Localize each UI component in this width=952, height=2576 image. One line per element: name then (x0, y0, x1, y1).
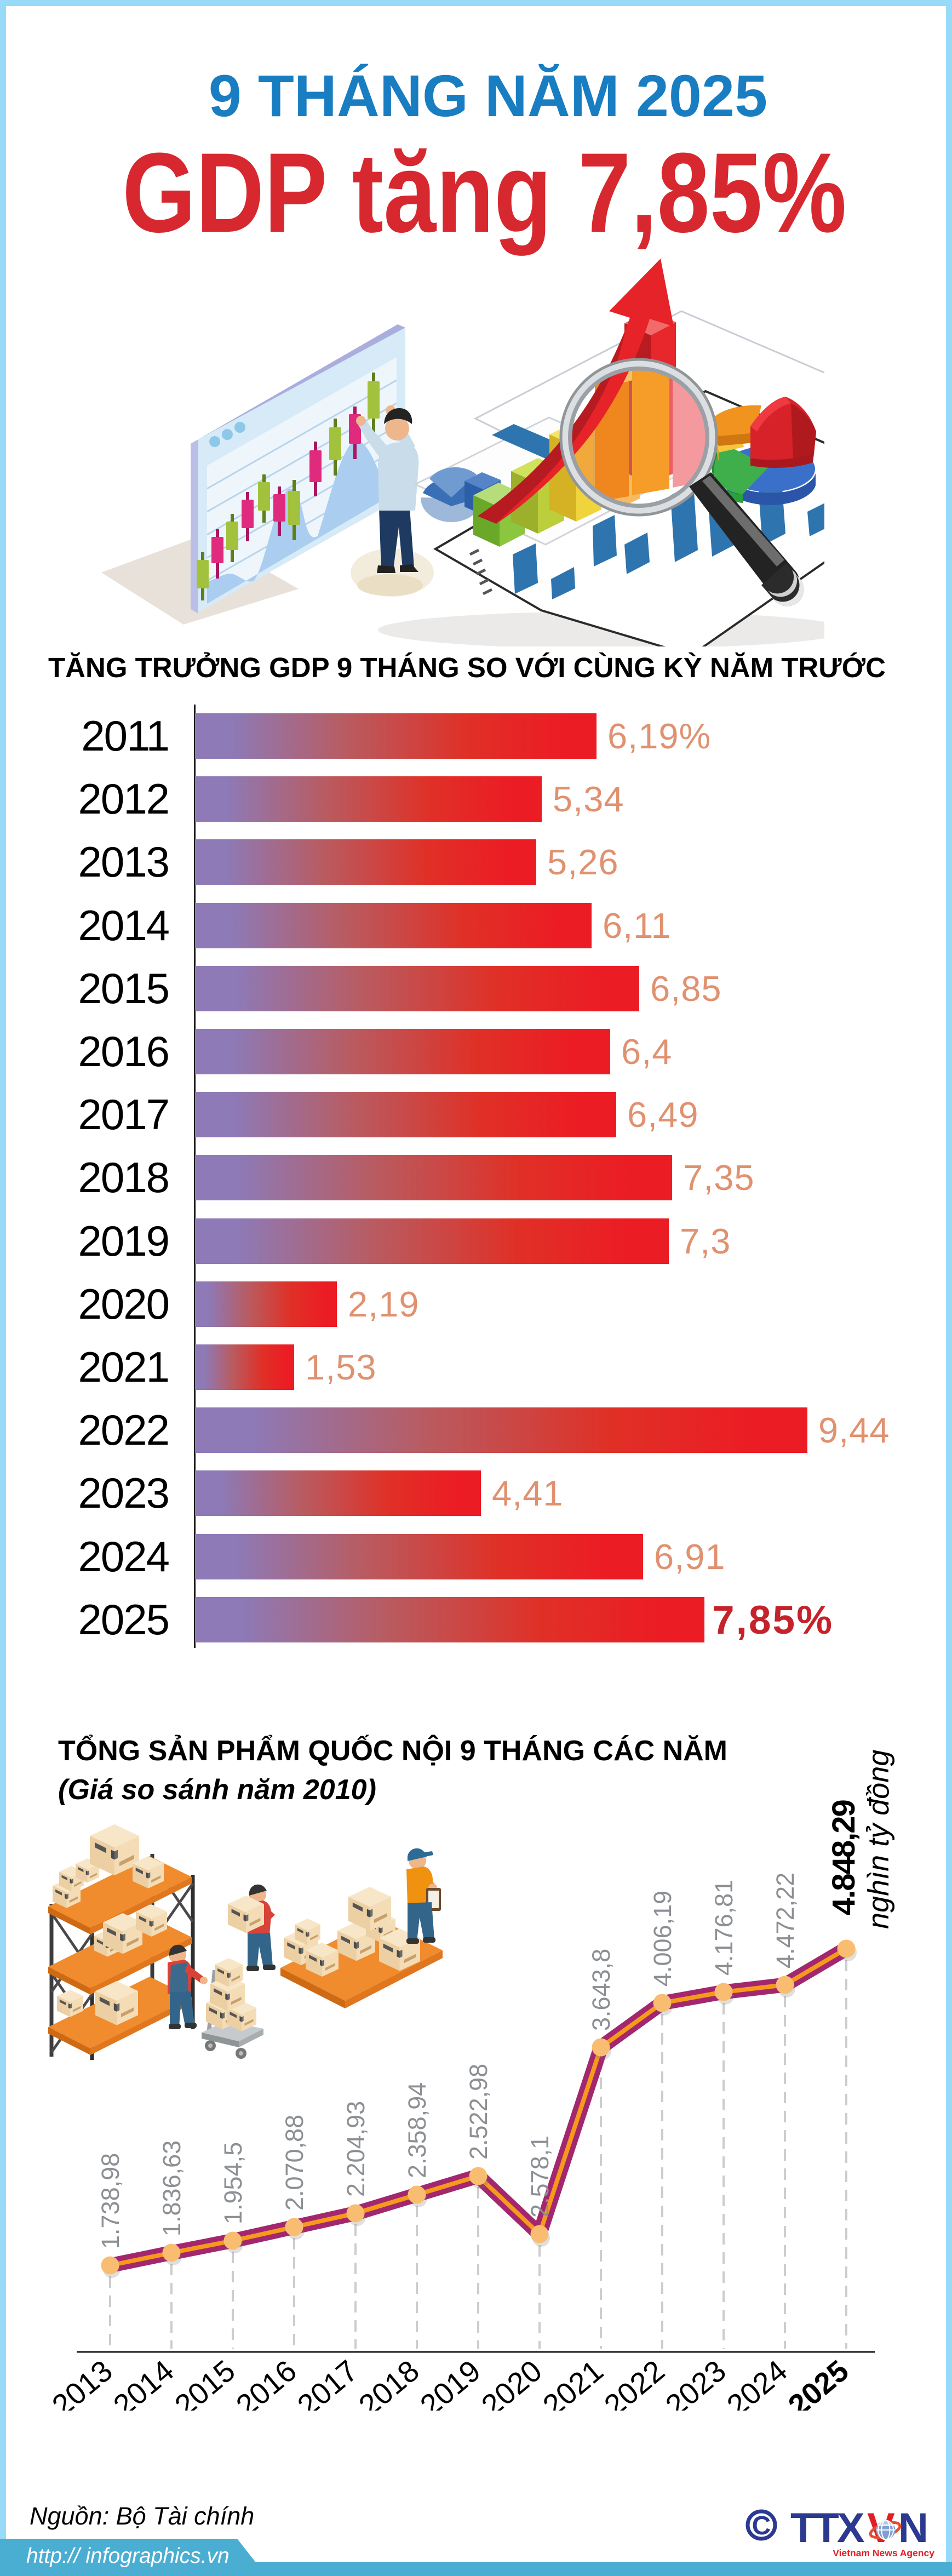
svg-text:1.738,98: 1.738,98 (96, 2153, 124, 2249)
svg-text:4.472,22: 4.472,22 (771, 1873, 799, 1968)
svg-text:nghìn tỷ đồng: nghìn tỷ đồng (862, 1750, 895, 1929)
svg-text:2015: 2015 (168, 2354, 242, 2411)
svg-text:2.204,93: 2.204,93 (342, 2101, 370, 2197)
svg-text:2014: 2014 (107, 2354, 180, 2411)
svg-text:2.522,98: 2.522,98 (464, 2064, 492, 2160)
svg-text:2020: 2020 (475, 2354, 548, 2411)
svg-text:2017: 2017 (291, 2354, 364, 2411)
svg-text:Vietnam News Agency: Vietnam News Agency (833, 2548, 934, 2558)
svg-text:4.006,19: 4.006,19 (649, 1891, 676, 1987)
svg-text:2019: 2019 (414, 2354, 487, 2411)
svg-text:2016: 2016 (230, 2354, 303, 2411)
svg-text:1.836,63: 1.836,63 (158, 2140, 186, 2236)
svg-text:2018: 2018 (352, 2354, 426, 2411)
svg-text:2.578,1: 2.578,1 (526, 2136, 554, 2218)
svg-text:N: N (898, 2505, 928, 2551)
svg-text:2.070,88: 2.070,88 (280, 2115, 308, 2211)
svg-text:1.954,5: 1.954,5 (219, 2142, 247, 2224)
svg-text:2021: 2021 (536, 2354, 610, 2411)
svg-text:2024: 2024 (720, 2354, 794, 2411)
svg-text:2.358,94: 2.358,94 (403, 2082, 431, 2178)
svg-text:3.643,8: 3.643,8 (587, 1949, 615, 2031)
svg-text:2022: 2022 (598, 2354, 671, 2411)
svg-text:2025: 2025 (782, 2354, 855, 2411)
svg-text:TTX: TTX (790, 2505, 865, 2551)
svg-text:4.176,81: 4.176,81 (710, 1880, 738, 1976)
svg-text:2023: 2023 (659, 2354, 732, 2411)
svg-text:2013: 2013 (45, 2354, 119, 2411)
svg-text:C: C (752, 2511, 771, 2540)
svg-text:4.848,29: 4.848,29 (826, 1800, 862, 1915)
